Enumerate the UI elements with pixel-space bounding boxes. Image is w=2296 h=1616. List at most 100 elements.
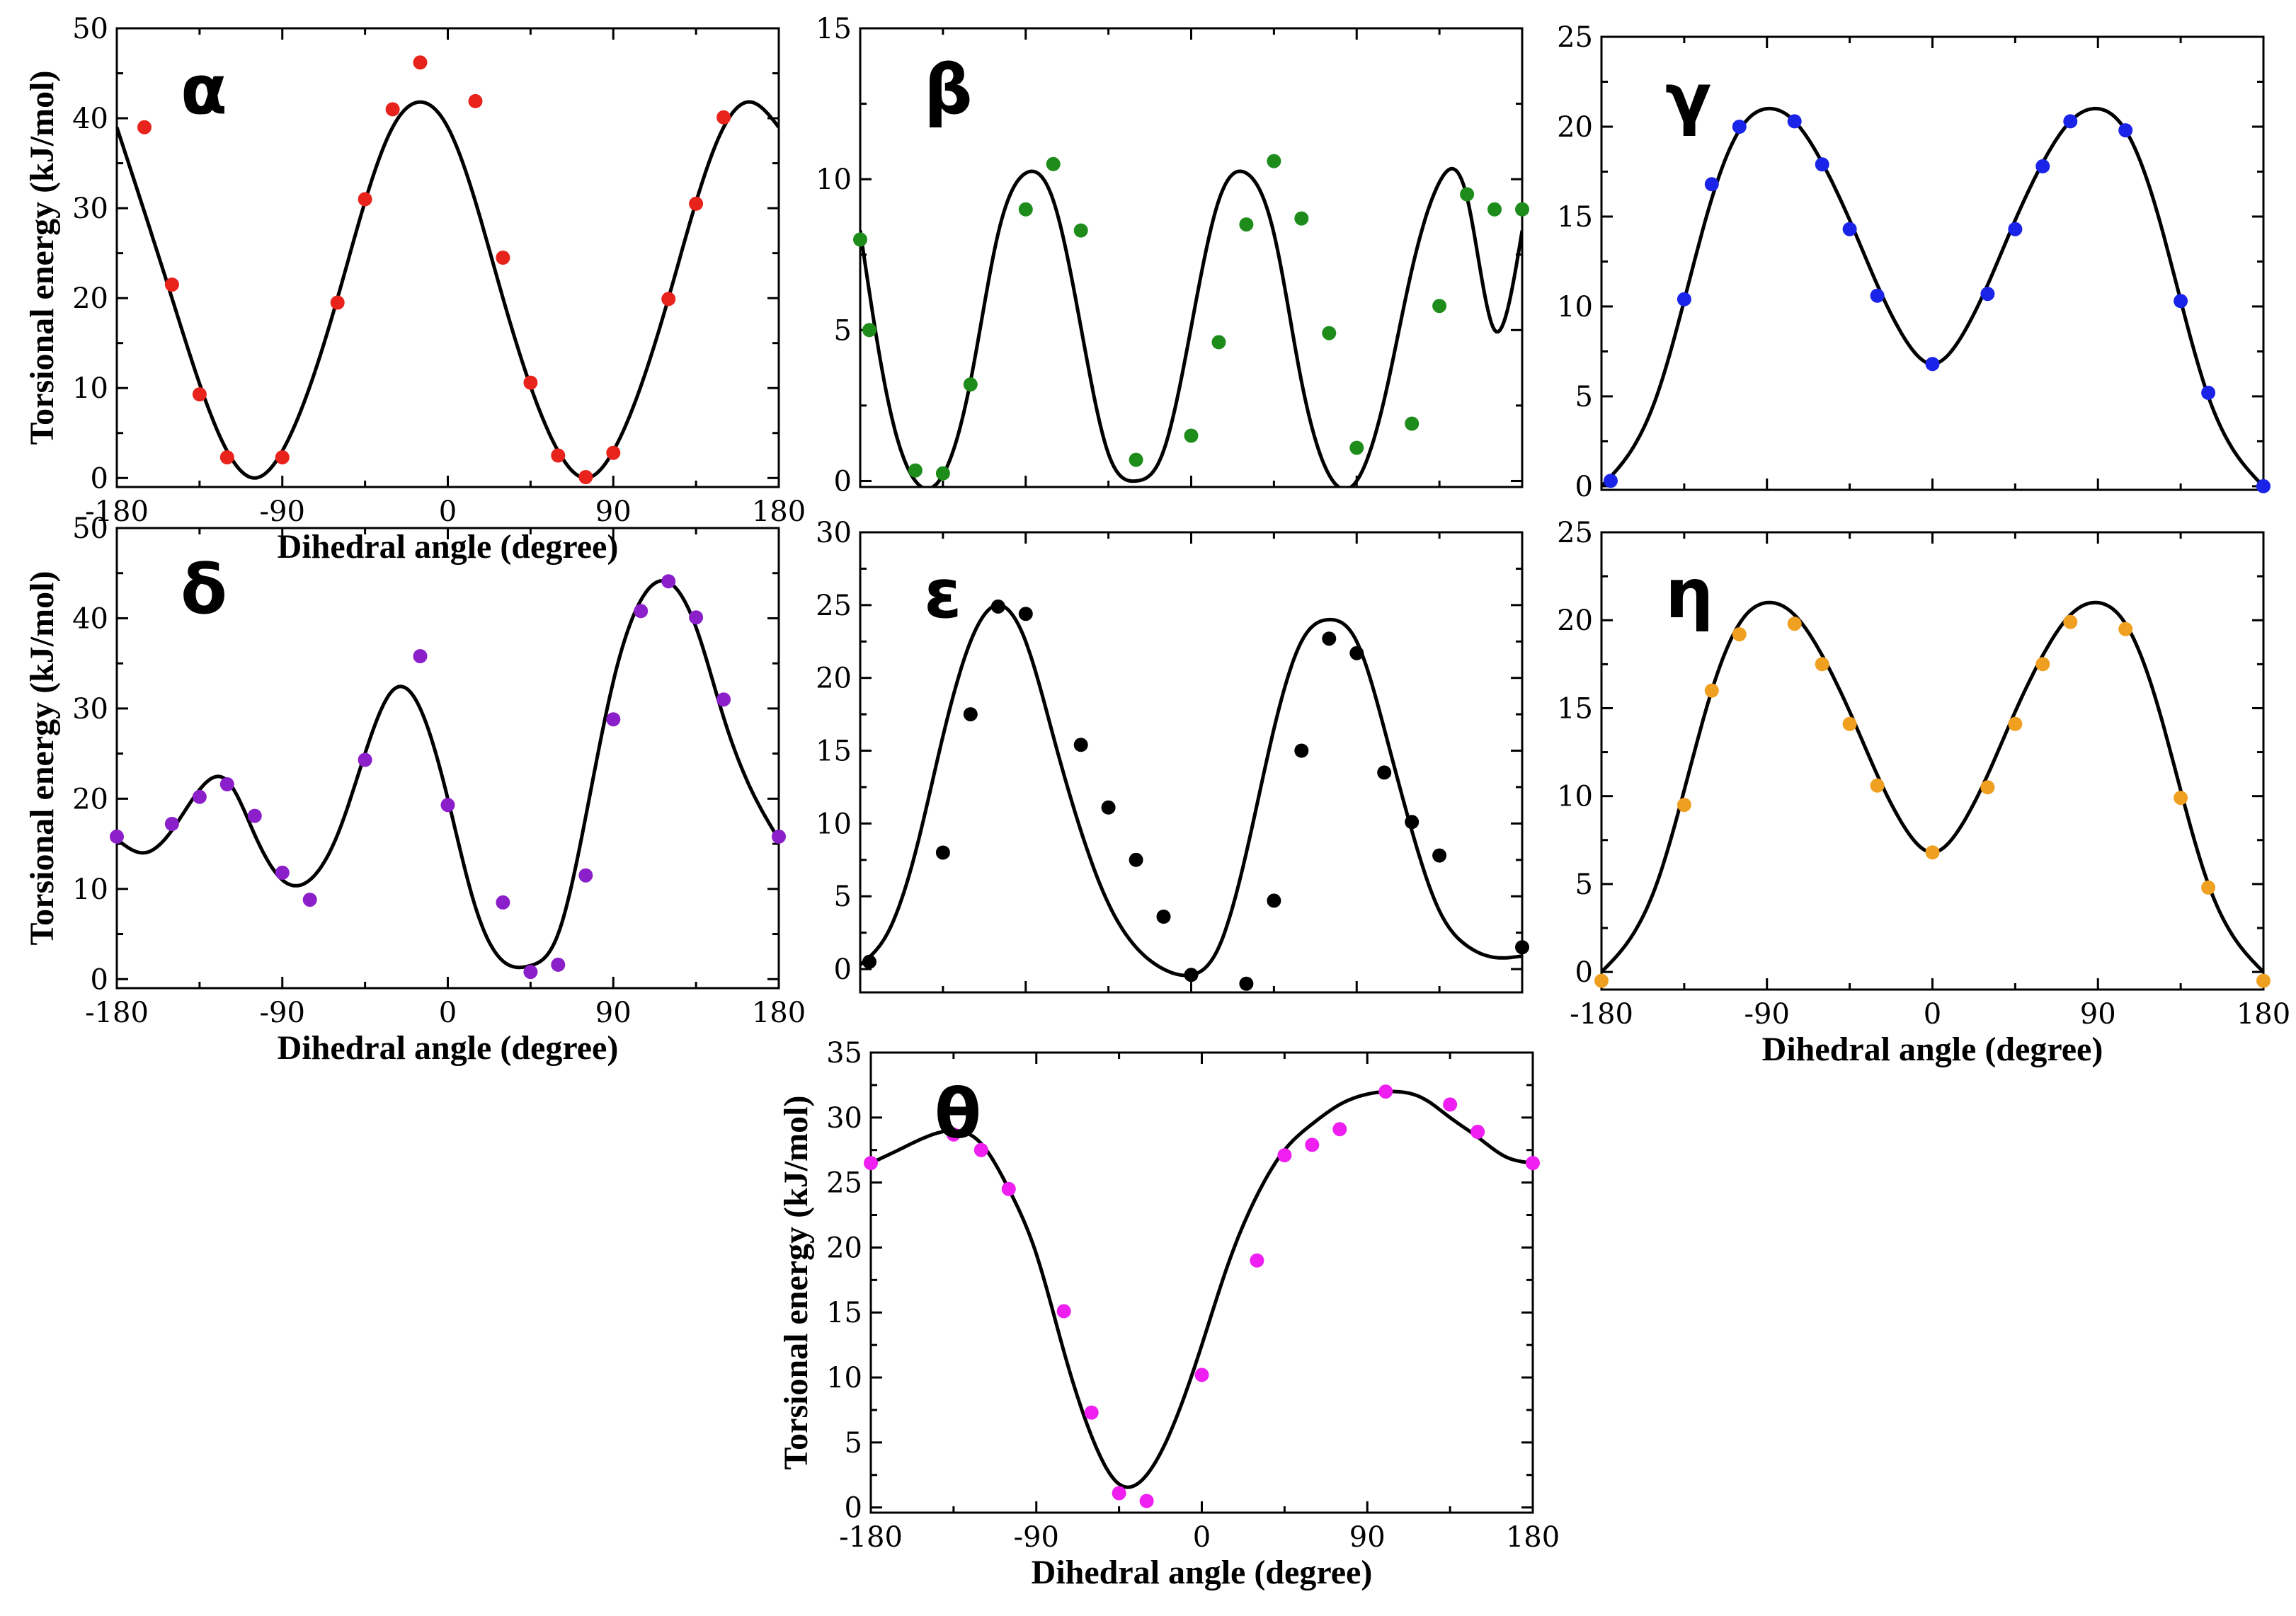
data-point	[1184, 428, 1199, 443]
data-point	[1460, 187, 1475, 202]
data-point	[935, 466, 950, 481]
data-point	[1378, 1084, 1393, 1099]
data-point	[1732, 627, 1747, 642]
data-point	[946, 1127, 961, 1142]
data-point	[192, 387, 207, 402]
y-tick-label: 15	[826, 1297, 862, 1329]
data-point	[606, 712, 621, 727]
data-point	[1332, 1122, 1347, 1137]
data-point	[1112, 1486, 1126, 1501]
data-point	[1594, 973, 1609, 988]
data-point	[1732, 120, 1747, 134]
data-point	[523, 965, 538, 980]
y-tick-label: 15	[816, 735, 852, 768]
data-point	[413, 649, 428, 663]
x-tick-label: 0	[1193, 1521, 1211, 1554]
x-tick-label: 0	[1924, 998, 1941, 1031]
data-point	[1073, 223, 1088, 238]
data-point	[275, 450, 290, 465]
data-point	[358, 192, 372, 207]
data-point	[1239, 217, 1254, 232]
panel-label: δ	[181, 550, 227, 629]
data-point	[1073, 738, 1088, 752]
data-point	[523, 375, 538, 390]
data-point	[2256, 973, 2271, 988]
data-point	[963, 377, 978, 392]
data-point	[661, 292, 676, 306]
data-point	[1294, 743, 1309, 758]
data-point	[1980, 287, 1995, 302]
data-point	[1101, 800, 1116, 815]
data-point	[247, 808, 262, 823]
y-tick-label: 0	[834, 465, 852, 498]
data-point	[2174, 294, 2188, 309]
data-point	[468, 93, 483, 108]
data-point	[2008, 716, 2023, 731]
data-point	[1842, 716, 1857, 731]
data-point	[302, 893, 317, 907]
x-tick-label: -90	[1744, 998, 1790, 1031]
x-tick-label: 180	[752, 495, 806, 528]
x-tick-label: 90	[595, 997, 632, 1029]
y-tick-label: 30	[826, 1102, 862, 1135]
data-point	[164, 817, 179, 831]
data-point	[1925, 357, 1940, 372]
panel-delta: 0 10 20 30 40 50 -180 -90 0 90 180 Dihedral angle (…	[23, 512, 806, 1067]
data-point	[1870, 778, 1885, 793]
panel-label: α	[181, 50, 227, 130]
y-axis-label: Torsional energy (kJ/mol)	[777, 1096, 815, 1470]
data-point	[772, 829, 786, 844]
data-point	[1239, 976, 1254, 991]
y-tick-label: 10	[1557, 781, 1593, 813]
data-point	[1267, 154, 1281, 168]
data-point	[551, 448, 566, 463]
x-tick-label: 90	[2080, 998, 2116, 1031]
data-point	[1084, 1405, 1099, 1420]
panel-eta: 0 5 10 15 20 25 -180 -90 0 90 180 Dihedral angle (d…	[1557, 517, 2290, 1068]
data-point	[1704, 683, 1719, 698]
data-point	[137, 120, 152, 134]
data-point	[2256, 479, 2271, 493]
data-point	[1349, 440, 1364, 455]
data-point	[1526, 1156, 1540, 1171]
data-point	[1925, 845, 1940, 860]
y-tick-label: 30	[816, 517, 852, 549]
data-point	[689, 196, 704, 211]
data-point	[963, 707, 978, 722]
y-tick-label: 0	[91, 963, 108, 996]
y-tick-label: 10	[1557, 291, 1593, 323]
y-tick-label: 20	[826, 1232, 862, 1264]
panel-theta: 0 5 10 15 20 25 30 35 -180 -90 0 90 180 Dihedral angl…	[777, 1037, 1560, 1591]
data-point	[1184, 968, 1199, 982]
data-point	[2063, 114, 2078, 129]
data-point	[1018, 607, 1033, 621]
data-point	[219, 450, 234, 465]
data-point	[2035, 159, 2050, 173]
data-point	[219, 777, 234, 791]
data-point	[1250, 1253, 1264, 1268]
x-tick-label: 90	[1349, 1521, 1386, 1554]
data-point	[496, 251, 510, 265]
data-point	[358, 752, 372, 767]
data-point	[1405, 416, 1420, 431]
data-point	[2201, 385, 2216, 400]
x-axis-label: Dihedral angle (degree)	[1032, 1554, 1373, 1591]
data-point	[1515, 202, 1529, 217]
panel-beta: 0 5 10 15 β	[816, 13, 1529, 498]
x-axis-label: Dihedral angle (degree)	[1762, 1031, 2103, 1068]
x-tick-label: -180	[839, 1521, 903, 1554]
data-point	[164, 277, 179, 292]
data-point	[2035, 657, 2050, 672]
data-point	[1487, 202, 1502, 217]
data-point	[1046, 156, 1061, 171]
data-point	[1677, 292, 1691, 306]
y-tick-label: 20	[72, 783, 108, 815]
y-tick-label: 0	[91, 462, 108, 495]
data-point	[1294, 211, 1309, 226]
data-point	[935, 845, 950, 860]
y-tick-label: 50	[72, 13, 108, 45]
data-point	[110, 829, 124, 844]
data-point	[1129, 852, 1143, 867]
